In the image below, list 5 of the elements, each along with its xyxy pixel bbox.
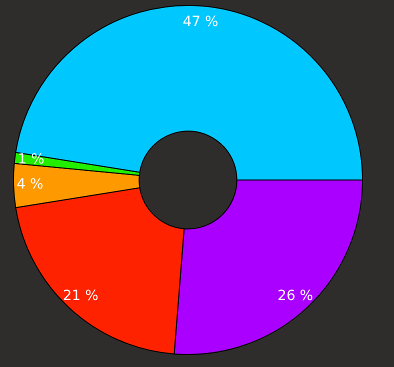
data-label: 47 % <box>182 14 218 30</box>
data-label: 1 % <box>18 152 44 168</box>
data-label: 4 % <box>16 176 44 193</box>
data-label: 26 % <box>278 288 314 304</box>
data-label: 21 % <box>62 288 98 304</box>
